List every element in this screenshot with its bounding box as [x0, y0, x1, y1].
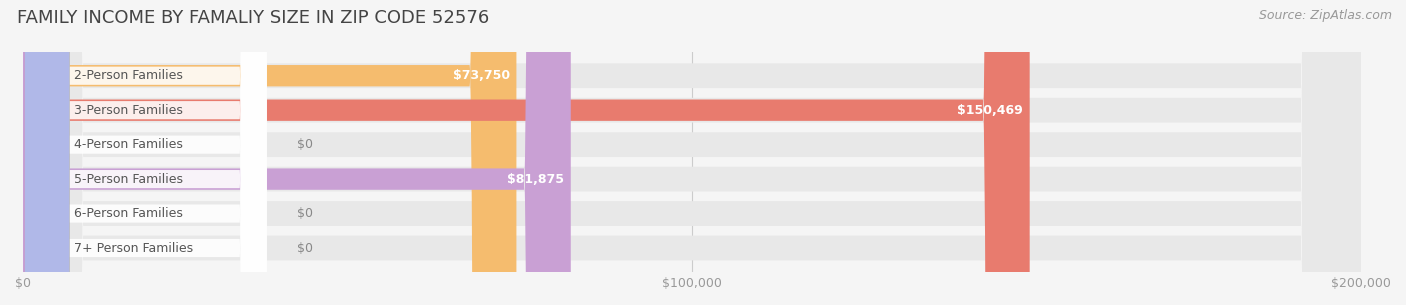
Text: 6-Person Families: 6-Person Families [75, 207, 183, 220]
Text: $0: $0 [297, 138, 314, 151]
FancyBboxPatch shape [25, 0, 267, 305]
Text: $0: $0 [297, 242, 314, 254]
Circle shape [25, 0, 69, 305]
FancyBboxPatch shape [22, 0, 571, 305]
FancyBboxPatch shape [22, 0, 1029, 305]
FancyBboxPatch shape [25, 0, 267, 305]
FancyBboxPatch shape [22, 0, 1361, 305]
Circle shape [25, 0, 69, 305]
Text: Source: ZipAtlas.com: Source: ZipAtlas.com [1258, 9, 1392, 22]
Text: $73,750: $73,750 [453, 69, 510, 82]
Text: $150,469: $150,469 [957, 104, 1024, 117]
FancyBboxPatch shape [22, 0, 1361, 305]
Text: 2-Person Families: 2-Person Families [75, 69, 183, 82]
Text: 3-Person Families: 3-Person Families [75, 104, 183, 117]
Text: 4-Person Families: 4-Person Families [75, 138, 183, 151]
Text: 5-Person Families: 5-Person Families [75, 173, 183, 186]
Text: 7+ Person Families: 7+ Person Families [75, 242, 193, 254]
Circle shape [25, 0, 69, 305]
Circle shape [25, 0, 69, 305]
FancyBboxPatch shape [22, 0, 1361, 305]
FancyBboxPatch shape [25, 0, 267, 305]
FancyBboxPatch shape [25, 0, 267, 305]
FancyBboxPatch shape [22, 0, 1361, 305]
FancyBboxPatch shape [25, 0, 267, 305]
FancyBboxPatch shape [22, 0, 1361, 305]
Text: $81,875: $81,875 [508, 173, 564, 186]
Text: $0: $0 [297, 207, 314, 220]
FancyBboxPatch shape [25, 0, 267, 305]
FancyBboxPatch shape [22, 0, 516, 305]
Circle shape [25, 0, 69, 305]
FancyBboxPatch shape [22, 0, 1361, 305]
Circle shape [25, 0, 69, 305]
Text: FAMILY INCOME BY FAMALIY SIZE IN ZIP CODE 52576: FAMILY INCOME BY FAMALIY SIZE IN ZIP COD… [17, 9, 489, 27]
